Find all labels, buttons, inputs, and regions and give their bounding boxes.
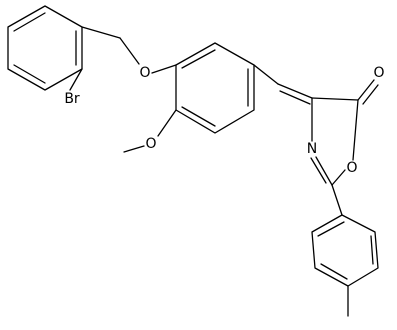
atom-label: O bbox=[346, 160, 357, 176]
methyl-bond bbox=[123, 145, 145, 153]
bonds bbox=[7, 5, 379, 317]
double-bond bbox=[317, 221, 345, 237]
double-bond bbox=[181, 49, 216, 69]
ch2-o-bond bbox=[119, 37, 140, 65]
double-bond bbox=[181, 106, 216, 127]
double-bond bbox=[320, 263, 348, 280]
c-br-bond bbox=[69, 68, 83, 91]
aryl-bond bbox=[331, 184, 343, 216]
carbonyl-bond bbox=[362, 84, 379, 105]
double-bond bbox=[13, 12, 46, 32]
ring-bond bbox=[311, 97, 359, 101]
double-bond bbox=[370, 235, 374, 265]
atom-label: O bbox=[145, 136, 156, 152]
o-aryl-bond bbox=[151, 64, 177, 74]
ring-bond bbox=[331, 169, 346, 186]
atom-label: O bbox=[373, 65, 384, 81]
o-aryl-bond bbox=[157, 109, 177, 137]
carbonyl-bond bbox=[357, 79, 375, 101]
ch2-bond bbox=[81, 26, 121, 39]
atom-label: N bbox=[307, 141, 317, 157]
double-bond bbox=[277, 83, 313, 99]
ch-bond bbox=[253, 64, 279, 85]
atom-labels: Br O O O N O bbox=[64, 65, 384, 176]
atom-label: O bbox=[139, 65, 150, 81]
double-bond bbox=[279, 90, 311, 105]
ring-bond bbox=[352, 99, 359, 161]
double-bond bbox=[310, 157, 327, 184]
double-bond bbox=[13, 64, 46, 84]
bromophenyl-ring bbox=[7, 5, 83, 91]
ring-bond bbox=[315, 156, 333, 186]
central-ring bbox=[175, 42, 255, 134]
tolyl-ring bbox=[311, 214, 379, 287]
atom-label: Br bbox=[64, 91, 80, 107]
